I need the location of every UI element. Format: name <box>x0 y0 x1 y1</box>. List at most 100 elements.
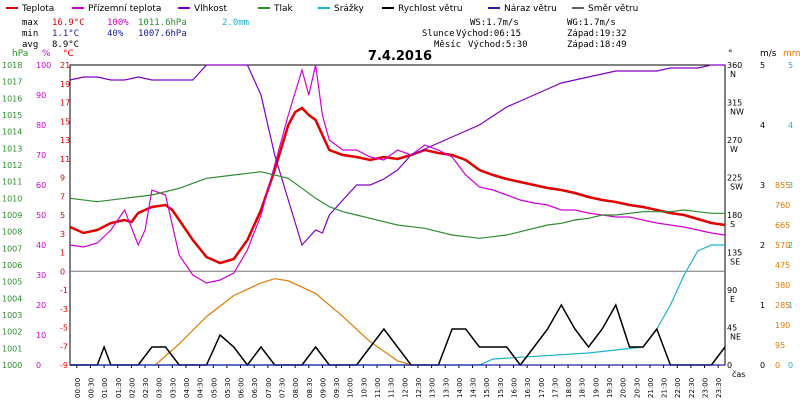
x-tick-label: 11:00 <box>374 378 382 398</box>
solar-tick-label: 95 <box>775 341 785 350</box>
solar-tick-label: 570 <box>775 241 790 250</box>
solar-tick-label: 0 <box>775 361 780 370</box>
pressure-tick-label: 1009 <box>2 211 22 220</box>
temperature-tick-label: 17 <box>60 99 70 108</box>
legend-item: Přízemní teplota <box>72 4 161 14</box>
temperature-tick-label: -5 <box>60 324 68 333</box>
sun-label: Slunce <box>422 29 455 39</box>
legend-item: Vlhkost <box>178 4 227 14</box>
axis-unit: °C <box>63 49 74 59</box>
axis-unit: m/s <box>760 49 777 59</box>
humidity-tick-label: 80 <box>36 121 46 130</box>
sunrise: Východ:06:15 <box>456 29 521 39</box>
temperature-tick-label: 11 <box>60 155 70 164</box>
moonrise: Východ:5:30 <box>468 40 528 50</box>
direction-tick-dir: E <box>730 295 735 304</box>
series-line <box>69 106 726 265</box>
pressure-tick-label: 1011 <box>2 178 22 187</box>
stat-row-label: max <box>22 18 39 28</box>
x-tick-label: 22:30 <box>688 378 696 398</box>
temperature-tick-label: 1 <box>60 249 65 258</box>
pressure-tick-label: 1015 <box>2 111 22 120</box>
rain-tick-label: 3 <box>788 181 793 190</box>
pressure-tick-label: 1014 <box>2 128 22 137</box>
legend-label: Tlak <box>273 4 294 14</box>
legend-item: Teplota <box>6 4 54 14</box>
solar-tick-label: 760 <box>775 201 790 210</box>
wind-gust-info: WG:1.7m/s <box>567 18 616 28</box>
x-tick-label: 23:00 <box>702 378 710 398</box>
x-tick-label: 10:00 <box>347 378 355 398</box>
legend-item: Směr větru <box>572 4 638 14</box>
x-tick-label: 03:30 <box>169 378 177 398</box>
pressure-tick-label: 1018 <box>2 61 22 70</box>
temperature-tick-label: -1 <box>60 286 68 295</box>
rain-tick-label: 4 <box>788 121 793 130</box>
solar-tick-label: 380 <box>775 281 790 290</box>
pressure-tick-label: 1010 <box>2 194 22 203</box>
x-tick-label: 04:30 <box>197 378 205 398</box>
x-tick-label: 12:00 <box>401 378 409 398</box>
rain-tick-label: 2 <box>788 241 793 250</box>
pressure-tick-label: 1013 <box>2 144 22 153</box>
direction-tick-label: 270 <box>727 136 742 145</box>
temperature-tick-label: 5 <box>60 211 65 220</box>
direction-tick-dir: NE <box>730 333 741 342</box>
axis-unit: ° <box>728 49 733 59</box>
pressure-tick-label: 1017 <box>2 78 22 87</box>
wind-tick-label: 5 <box>760 61 765 70</box>
pressure-tick-label: 1001 <box>2 344 22 353</box>
x-tick-label: 09:30 <box>333 378 341 398</box>
direction-tick-label: 180 <box>727 211 742 220</box>
humidity-tick-label: 70 <box>36 151 46 160</box>
axis-unit: mm <box>783 49 800 59</box>
x-tick-label: 19:00 <box>592 378 600 398</box>
humidity-tick-label: 20 <box>36 301 46 310</box>
direction-tick-dir: S <box>730 220 735 229</box>
time-axis-label: čas <box>732 369 745 379</box>
stat-value: 1.1°C <box>52 29 79 39</box>
stat-value: 40% <box>107 29 124 39</box>
humidity-tick-label: 0 <box>36 361 41 370</box>
legend-label: Srážky <box>334 4 365 14</box>
humidity-tick-label: 60 <box>36 181 46 190</box>
x-tick-label: 07:00 <box>265 378 273 398</box>
temperature-tick-label: 9 <box>60 174 65 183</box>
x-tick-label: 01:00 <box>101 378 109 398</box>
direction-tick-dir: NW <box>730 108 744 117</box>
pressure-tick-label: 1003 <box>2 311 22 320</box>
direction-tick-label: 360 <box>727 61 742 70</box>
humidity-tick-label: 10 <box>36 331 46 340</box>
x-tick-label: 01:30 <box>115 378 123 398</box>
axes: hPa% °C ° m/s mm1000100110021003100410051006… <box>2 49 800 398</box>
rain-tick-label: 1 <box>788 301 793 310</box>
series-line <box>69 64 725 247</box>
solar-tick-label: 665 <box>775 221 790 230</box>
x-tick-label: 02:30 <box>142 378 150 398</box>
chart-date: 7.4.2016 <box>368 49 432 64</box>
humidity-tick-label: 90 <box>36 91 46 100</box>
solar-tick-label: 855 <box>775 181 790 190</box>
temperature-tick-label: -7 <box>60 342 68 351</box>
legend-label: Rychlost větru <box>398 4 463 14</box>
x-tick-label: 07:30 <box>279 378 287 398</box>
wind-tick-label: 1 <box>760 301 765 310</box>
pressure-tick-label: 1000 <box>2 361 22 370</box>
series-line <box>69 171 725 239</box>
stat-row-label: min <box>22 29 38 39</box>
moonset: Západ:18:49 <box>567 40 627 50</box>
x-tick-label: 05:00 <box>210 378 218 398</box>
legend-item: Rychlost větru <box>382 4 463 14</box>
legend-item: Náraz větru <box>488 4 557 14</box>
pressure-tick-label: 1004 <box>2 294 22 303</box>
pressure-tick-label: 1007 <box>2 244 22 253</box>
wind-tick-label: 2 <box>760 241 765 250</box>
pressure-tick-label: 1005 <box>2 278 22 287</box>
temperature-tick-label: 13 <box>60 136 70 145</box>
direction-tick-dir: SE <box>730 258 740 267</box>
series-line <box>70 303 726 367</box>
direction-tick-dir: SW <box>730 183 743 192</box>
x-tick-label: 11:30 <box>388 378 396 398</box>
rain-tick-label: 0 <box>788 361 793 370</box>
